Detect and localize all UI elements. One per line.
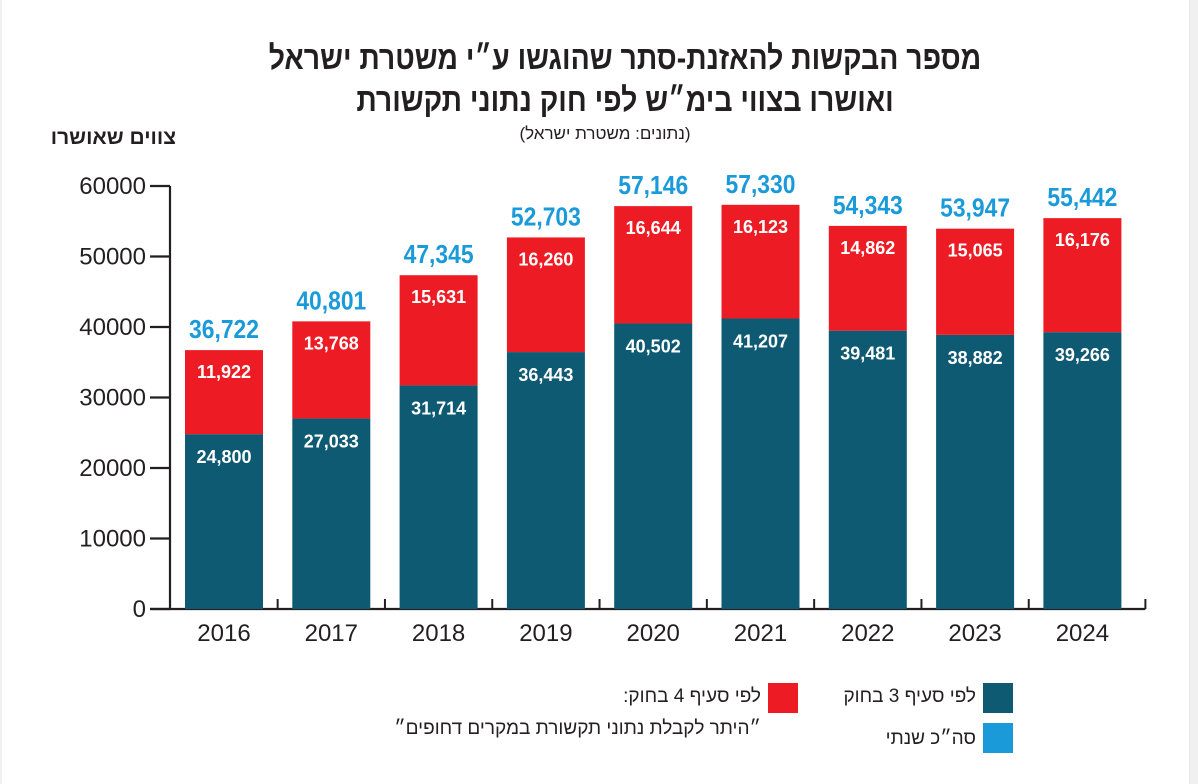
label-total-2020: 57,146: [618, 172, 688, 201]
label-section3-2019: 36,443: [518, 365, 573, 385]
bar-section3-2020: [614, 323, 693, 609]
x-tick-label-2024: 2024: [1056, 620, 1109, 647]
label-section3-2018: 31,714: [411, 398, 466, 418]
label-total-2019: 52,703: [511, 203, 581, 232]
data-labels: 24,800 11,922 36,722 2016 27,033 13,768 40,801…: [189, 171, 1117, 647]
legend-label-section4-line2: ״היתר לקבלת נתוני תקשורת במקרים דחופים״: [394, 718, 761, 739]
chart-subtitle: (נתונים: משטרת ישראל): [519, 124, 691, 143]
label-section4-2023: 15,065: [948, 241, 1003, 261]
chart-title-line-2: ואושרו בצווי בימ״ש לפי חוק נתוני תקשורת: [356, 81, 894, 118]
label-total-2017: 40,801: [296, 287, 366, 316]
y-axis-label: צווים שאושרו: [50, 126, 176, 149]
label-total-2023: 53,947: [940, 194, 1010, 223]
x-tick-label-2016: 2016: [197, 620, 250, 647]
x-tick-label-2017: 2017: [305, 620, 358, 647]
label-section3-2020: 40,502: [626, 336, 681, 356]
x-tick-label-2021: 2021: [734, 620, 787, 647]
label-section3-2024: 39,266: [1055, 345, 1110, 365]
label-total-2022: 54,343: [833, 192, 903, 221]
bar-section4-2020: [614, 206, 693, 324]
label-total-2024: 55,442: [1047, 184, 1117, 213]
label-section4-2018: 15,631: [411, 287, 466, 307]
y-tick-label: 20000: [79, 455, 146, 482]
x-tick-label-2018: 2018: [412, 620, 465, 647]
y-tick-label: 60000: [79, 173, 146, 200]
bar-section3-2018: [399, 385, 478, 609]
label-section3-2017: 27,033: [304, 431, 359, 451]
chart-title-line-1: מספר הבקשות להאזנת-סתר שהוגשו ע״י משטרת …: [268, 39, 982, 76]
bar-section3-2019: [506, 352, 585, 609]
label-section4-2016: 11,922: [197, 362, 251, 382]
legend-label-section3: לפי סעיף 3 בחוק: [843, 686, 976, 707]
label-section4-2017: 13,768: [304, 333, 359, 353]
label-section4-2024: 16,176: [1055, 230, 1110, 250]
legend-label-total: סה״כ שנתי: [885, 728, 976, 749]
bars: [185, 204, 1122, 609]
x-tick-label-2019: 2019: [519, 620, 572, 647]
bar-section4-2023: [936, 228, 1015, 335]
bar-section3-2021: [721, 318, 800, 609]
page-edge-right: [1189, 0, 1198, 784]
bar-section4-2017: [292, 321, 371, 419]
bar-section4-2024: [1043, 218, 1122, 333]
y-tick-label: 10000: [79, 526, 146, 553]
label-section3-2023: 38,882: [948, 348, 1003, 368]
bar-section3-2016: [185, 434, 263, 609]
label-section4-2020: 16,644: [626, 218, 681, 238]
bar-section4-2018: [399, 275, 478, 386]
page-edge-left: [0, 0, 2, 784]
label-section3-2022: 39,481: [840, 344, 895, 364]
label-total-2016: 36,722: [189, 316, 259, 345]
bar-section3-2022: [828, 330, 907, 609]
label-total-2018: 47,345: [404, 241, 474, 270]
bar-section4-2016: [185, 350, 263, 435]
label-section4-2021: 16,123: [733, 217, 788, 237]
y-tick-label: 30000: [79, 385, 146, 412]
legend-swatch-section4: [768, 683, 798, 713]
y-tick-label: 0: [133, 596, 146, 623]
bar-section4-2021: [721, 204, 800, 319]
bar-section4-2019: [506, 237, 585, 353]
label-section4-2019: 16,260: [518, 249, 573, 269]
bar-section3-2023: [936, 334, 1015, 609]
legend-swatch-section3: [983, 683, 1013, 713]
bar-section3-2024: [1043, 332, 1122, 609]
label-section3-2016: 24,800: [196, 447, 251, 467]
bar-section4-2022: [828, 225, 907, 331]
x-tick-label-2022: 2022: [841, 620, 894, 647]
label-section4-2022: 14,862: [840, 238, 895, 258]
axes: 0 10000 20000 30000 40000 50000 60000: [79, 173, 1147, 623]
label-total-2021: 57,330: [726, 171, 796, 200]
label-section3-2021: 41,207: [733, 331, 788, 351]
legend-swatch-total: [983, 723, 1013, 753]
legend-label-section4-line1: לפי סעיף 4 בחוק:: [623, 686, 761, 707]
bar-section3-2017: [292, 418, 371, 609]
y-tick-label: 50000: [79, 244, 146, 271]
y-tick-label: 40000: [79, 314, 146, 341]
x-tick-label-2023: 2023: [948, 620, 1001, 647]
x-tick-label-2020: 2020: [627, 620, 680, 647]
